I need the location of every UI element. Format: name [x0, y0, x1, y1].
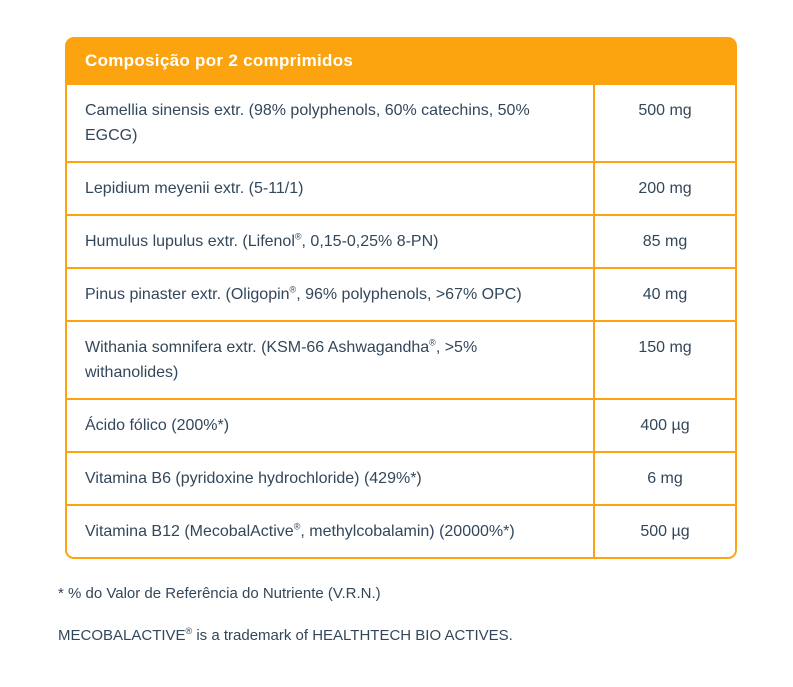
table-row: Vitamina B6 (pyridoxine hydrochloride) (…: [67, 453, 735, 506]
ingredient-cell: Ácido fólico (200%*): [85, 417, 230, 434]
amount-cell: 150 mg: [593, 322, 735, 398]
footnote-vrn: * % do Valor de Referência do Nutriente …: [58, 585, 381, 602]
amount-cell: 500 mg: [593, 85, 735, 161]
table-row: Humulus lupulus extr. (Lifenol®, 0,15-0,…: [67, 216, 735, 269]
table-row: Pinus pinaster extr. (Oligopin®, 96% pol…: [67, 269, 735, 322]
amount-cell: 500 µg: [593, 506, 735, 557]
footnotes: * % do Valor de Referência do Nutriente …: [58, 584, 513, 668]
table-title: Composição por 2 comprimidos: [85, 51, 354, 70]
table-body: Camellia sinensis extr. (98% polyphenols…: [65, 85, 737, 559]
table-row: Withania somnifera extr. (KSM-66 Ashwaga…: [67, 322, 735, 400]
ingredient-cell: Pinus pinaster extr. (Oligopin®, 96% pol…: [85, 284, 522, 303]
ingredient-cell: Camellia sinensis extr. (98% polyphenols…: [85, 102, 530, 144]
ingredient-cell: Vitamina B6 (pyridoxine hydrochloride) (…: [85, 470, 422, 487]
table-header: Composição por 2 comprimidos: [65, 37, 737, 85]
ingredient-cell: Lepidium meyenii extr. (5-11/1): [85, 180, 304, 197]
amount-cell: 40 mg: [593, 269, 735, 320]
amount-cell: 6 mg: [593, 453, 735, 504]
ingredient-cell: Humulus lupulus extr. (Lifenol®, 0,15-0,…: [85, 231, 439, 250]
table-row: Vitamina B12 (MecobalActive®, methylcoba…: [67, 506, 735, 557]
amount-cell: 400 µg: [593, 400, 735, 451]
amount-cell: 85 mg: [593, 216, 735, 267]
table-row: Camellia sinensis extr. (98% polyphenols…: [67, 85, 735, 163]
ingredient-cell: Withania somnifera extr. (KSM-66 Ashwaga…: [85, 337, 478, 381]
amount-cell: 200 mg: [593, 163, 735, 214]
composition-table: Composição por 2 comprimidos Camellia si…: [65, 37, 737, 559]
ingredient-cell: Vitamina B12 (MecobalActive®, methylcoba…: [85, 521, 515, 540]
table-row: Ácido fólico (200%*) 400 µg: [67, 400, 735, 453]
footnote-trademark: MECOBALACTIVE® is a trademark of HEALTHT…: [58, 626, 513, 645]
table-row: Lepidium meyenii extr. (5-11/1) 200 mg: [67, 163, 735, 216]
